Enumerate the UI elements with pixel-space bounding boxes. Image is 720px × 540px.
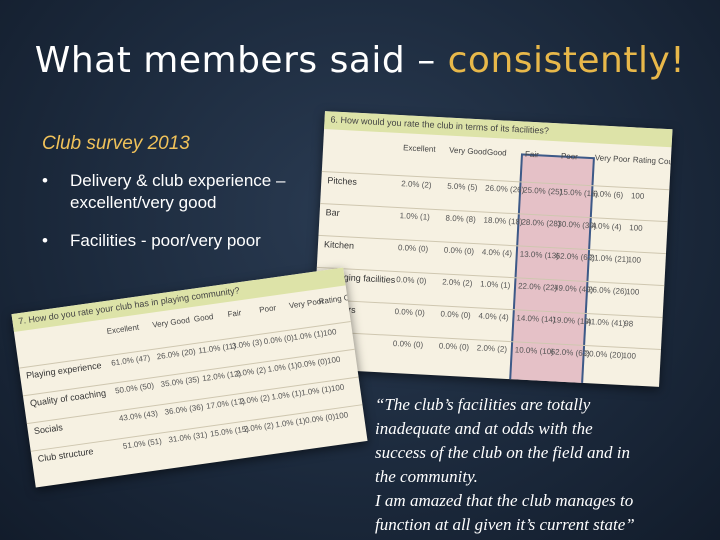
quote-line: function at all given it’s current state… (375, 515, 635, 534)
title-main: What members said – (34, 40, 448, 81)
table-header-cell: Excellent (402, 143, 436, 154)
table-cell: 1.0% (1) (270, 388, 303, 402)
table-cell: 2.0% (2) (235, 365, 267, 379)
table-cell: 100 (630, 191, 645, 201)
table-cell: 0.0% (0) (394, 306, 426, 318)
table-cell: 4.0% (4) (591, 221, 622, 232)
bullet-list: • Delivery & club experience – excellent/… (40, 170, 340, 268)
quote-line: “The club’s facilities are totally (375, 395, 591, 414)
table-cell: 21.0% (21) (589, 253, 630, 265)
table-cell: 6.0% (6) (592, 189, 624, 200)
table-cell: 0.0% (0) (443, 245, 475, 257)
table-cell: 43.0% (43) (118, 408, 159, 424)
facilities-survey-table: 6. How would you rate the club in terms … (311, 111, 673, 387)
facilities-question: 6. How would you rate the club in terms … (324, 111, 673, 148)
bullet-item: • Delivery & club experience – excellent/… (40, 170, 340, 214)
slide-title: What members said – consistently! (0, 40, 720, 81)
table-cell: 1.0% (1) (479, 279, 511, 291)
member-quote: “The club’s facilities are totally inade… (375, 393, 710, 537)
table-cell: 0.0% (0) (392, 338, 424, 350)
table-cell: 50.0% (50) (114, 381, 155, 396)
table-cell: 4.0% (4) (481, 247, 513, 259)
table-row-label: Socials (33, 422, 64, 437)
table-cell: 61.0% (47) (110, 353, 151, 368)
table-header-cell: Poor (258, 303, 277, 315)
table-header-cell: Excellent (106, 322, 140, 337)
table-header-cell: Very Good (448, 145, 488, 157)
table-cell: 0.0% (0) (263, 333, 295, 347)
table-cell: 51.0% (51) (122, 436, 163, 451)
table-cell: 1.0% (1) (274, 416, 307, 430)
table-cell: 0.0% (0) (440, 309, 471, 320)
table-cell: 20.0% (20) (584, 348, 624, 361)
table-cell: 31.0% (31) (167, 430, 208, 445)
table-cell: 2.0% (2) (239, 393, 271, 407)
table-cell: 2.0% (2) (476, 343, 508, 354)
table-cell: 0.0% (0) (304, 412, 336, 426)
experience-survey-table: 7. How do you rate your club has in play… (11, 267, 368, 488)
table-cell: 4.0% (4) (478, 311, 509, 322)
table-cell: 100 (326, 354, 341, 366)
table-cell: 8.0% (8) (445, 213, 476, 225)
table-cell: 98 (624, 319, 634, 329)
bullet-text: Facilities - poor/very poor (70, 231, 261, 250)
table-cell: 2.0% (2) (401, 179, 432, 190)
table-row-label: Pitches (327, 175, 358, 187)
table-cell: 26.0% (20) (156, 346, 197, 362)
table-cell: 26.0% (26) (587, 285, 628, 297)
table-header-cell: Very Good (151, 315, 191, 330)
table-header-cell: Rating Count (632, 155, 673, 167)
table-cell: 5.0% (5) (446, 181, 478, 193)
title-accent: consistently! (447, 40, 686, 81)
table-cell: 100 (322, 327, 338, 338)
table-cell: 100 (627, 255, 642, 265)
table-cell: 0.0% (0) (397, 243, 429, 254)
table-cell: 36.0% (36) (163, 402, 204, 417)
table-row-label: Kitchen (323, 239, 355, 251)
table-cell: 100 (622, 350, 637, 361)
table-cell: 1.0% (1) (399, 211, 431, 222)
table-header-cell: Poor (560, 151, 579, 162)
table-cell: 0.0% (0) (396, 275, 427, 286)
bullet-dot-icon: • (42, 171, 48, 190)
table-header-cell: Good (486, 147, 507, 158)
bullet-item: • Facilities - poor/very poor (40, 230, 340, 252)
survey-subtitle: Club survey 2013 (42, 133, 190, 154)
table-cell: 35.0% (35) (160, 374, 201, 390)
table-cell: 1.0% (1) (292, 328, 325, 343)
table-cell: 0.0% (0) (438, 341, 470, 352)
table-header-cell: Very Poor (594, 153, 631, 165)
table-cell: 2.0% (2) (441, 277, 473, 289)
table-cell: 100 (334, 410, 349, 422)
table-cell: 100 (330, 382, 345, 394)
quote-line: I am amazed that the club manages to (375, 491, 634, 510)
bullet-dot-icon: • (42, 231, 48, 250)
table-header-cell: Fair (524, 149, 540, 160)
table-cell: 3.0% (3) (231, 337, 263, 351)
quote-line: success of the club on the field and in (375, 443, 630, 462)
quote-line: inadequate and at odds with the (375, 419, 593, 438)
table-cell: 0.0% (0) (296, 356, 328, 370)
table-cell: 100 (629, 223, 643, 233)
table-header-cell: Good (193, 312, 214, 324)
table-cell: 18.0% (18) (483, 215, 523, 227)
table-cell: 1.0% (1) (300, 384, 332, 398)
quote-line: the community. (375, 467, 478, 486)
table-cell: 1.0% (1) (267, 360, 299, 375)
table-cell: 41.0% (41) (586, 317, 626, 329)
table-header-cell: Fair (226, 308, 242, 320)
bullet-text: Delivery & club experience – excellent/v… (70, 171, 286, 212)
table-cell: 2.0% (2) (243, 420, 275, 434)
table-row-label: Bar (325, 207, 340, 218)
table-row-label: Quality of coaching (29, 387, 107, 409)
table-cell: 26.0% (26) (484, 183, 525, 195)
table-cell: 100 (625, 287, 640, 297)
table-row-label: Playing experience (25, 360, 103, 381)
